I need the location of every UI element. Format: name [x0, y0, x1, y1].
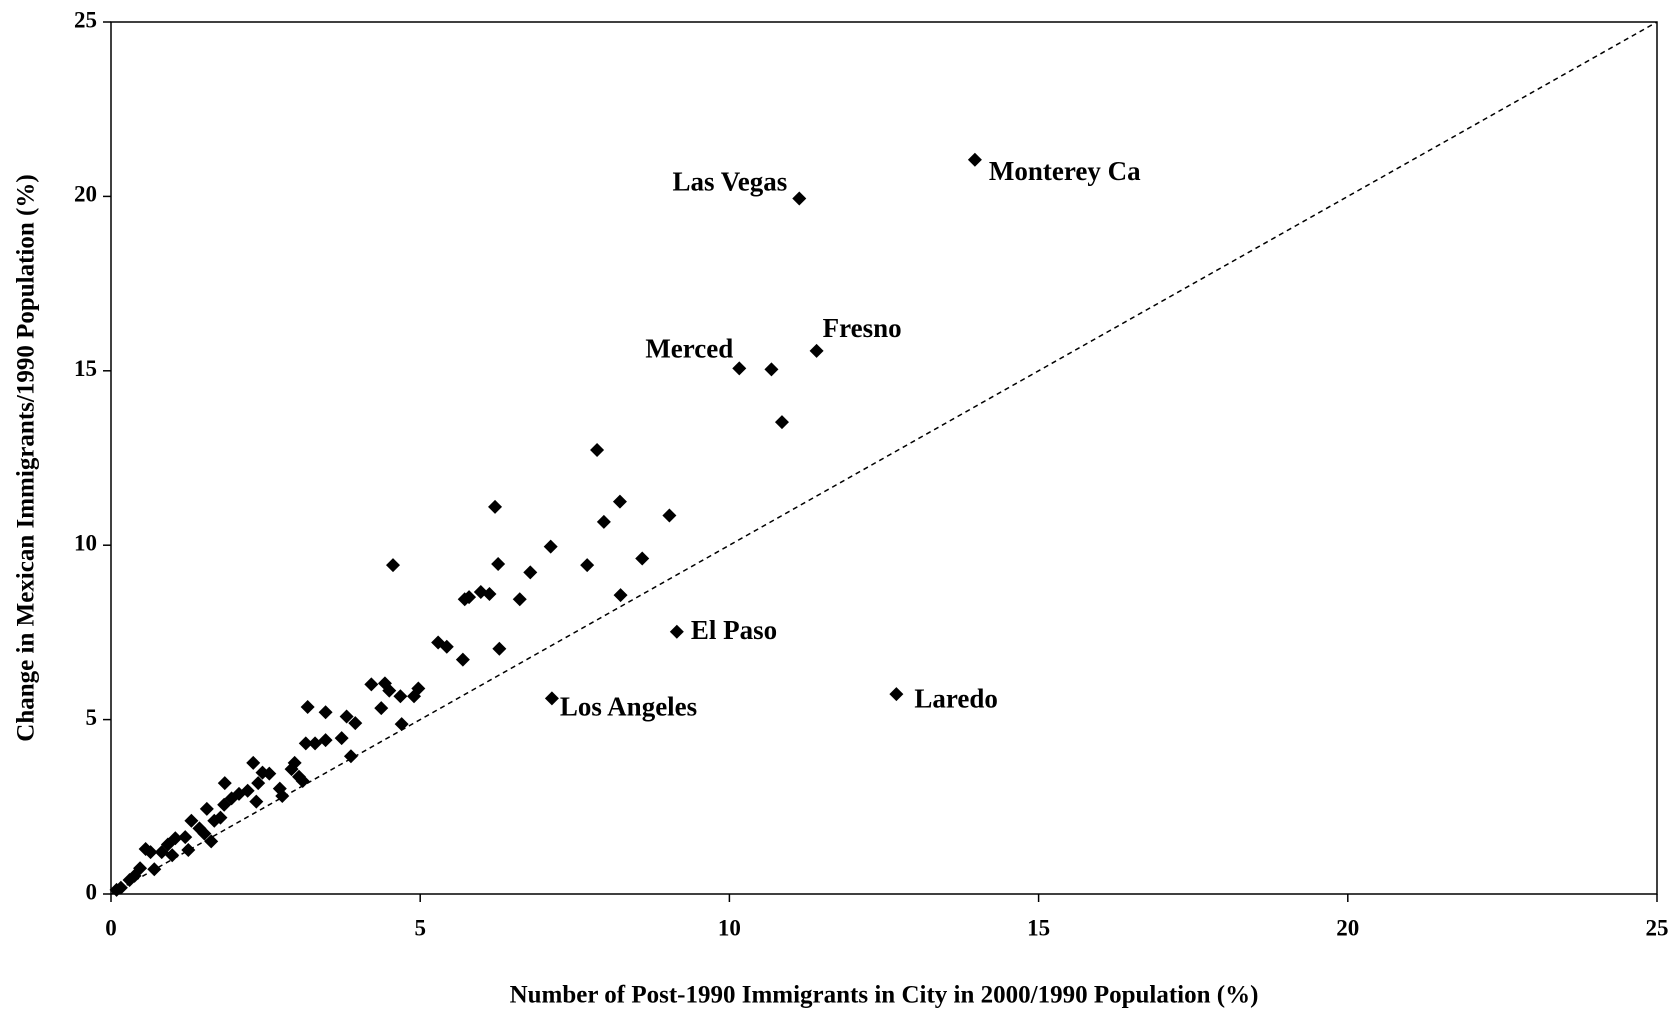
point: [348, 716, 363, 731]
x-tick-label: 15: [1027, 915, 1050, 940]
point: [482, 587, 497, 602]
point: [295, 773, 310, 788]
point: [967, 152, 982, 167]
point: [393, 689, 408, 704]
y-tick-label: 20: [74, 182, 97, 207]
point: [217, 797, 232, 812]
point: [613, 588, 628, 603]
point: [339, 709, 354, 724]
point: [249, 794, 264, 809]
point: [455, 652, 470, 667]
point-label: Monterey Ca: [989, 156, 1141, 186]
point-label: Laredo: [914, 683, 998, 713]
point: [596, 514, 611, 529]
point: [543, 539, 558, 554]
x-tick-label: 5: [414, 915, 426, 940]
y-tick-label: 5: [86, 705, 98, 730]
point: [669, 624, 684, 639]
point: [774, 415, 789, 430]
point-label: El Paso: [691, 615, 777, 645]
x-axis-title: Number of Post-1990 Immigrants in City i…: [510, 982, 1259, 1009]
point: [275, 788, 290, 803]
point: [492, 641, 507, 656]
x-tick-label: 10: [718, 915, 741, 940]
point: [318, 705, 333, 720]
point: [792, 191, 807, 206]
point-label: Fresno: [823, 313, 902, 343]
point: [334, 731, 349, 746]
point: [491, 557, 506, 572]
point: [512, 592, 527, 607]
y-tick-label: 25: [74, 7, 97, 32]
point: [184, 813, 199, 828]
point: [127, 868, 142, 883]
y-tick-label: 0: [86, 879, 98, 904]
point-label: Las Vegas: [672, 167, 787, 197]
point: [590, 442, 605, 457]
point: [251, 776, 266, 791]
point: [364, 677, 379, 692]
point: [385, 558, 400, 573]
point: [154, 845, 169, 860]
point: [580, 558, 595, 573]
point: [394, 717, 409, 732]
point: [889, 687, 904, 702]
point: [809, 343, 824, 358]
y-tick-label: 15: [74, 356, 97, 381]
point: [178, 830, 193, 845]
x-tick-label: 0: [105, 915, 117, 940]
point: [284, 762, 299, 777]
point: [635, 551, 650, 566]
point: [439, 639, 454, 654]
point: [764, 362, 779, 377]
point: [204, 834, 219, 849]
reference-line: [110, 21, 1658, 895]
point: [318, 733, 333, 748]
point: [181, 843, 196, 858]
x-tick-label: 25: [1646, 915, 1669, 940]
y-axis-title: Change in Mexican Immigrants/1990 Popula…: [13, 174, 40, 741]
point: [662, 508, 677, 523]
point: [488, 499, 503, 514]
point: [262, 766, 277, 781]
point: [138, 842, 153, 857]
point: [300, 700, 315, 715]
point: [612, 494, 627, 509]
point: [407, 689, 422, 704]
point: [462, 590, 477, 605]
point: [544, 691, 559, 706]
point: [382, 683, 397, 698]
point: [213, 810, 228, 825]
point: [298, 736, 313, 751]
point: [165, 848, 180, 863]
x-tick-label: 20: [1336, 915, 1359, 940]
point: [199, 801, 214, 816]
plot-frame: [110, 21, 1658, 895]
point: [308, 736, 323, 751]
y-tick-label: 10: [74, 530, 97, 555]
point: [217, 776, 232, 791]
point: [523, 565, 538, 580]
point: [374, 701, 389, 716]
point: [246, 755, 261, 770]
point: [343, 749, 358, 764]
point: [147, 862, 162, 877]
point: [197, 826, 212, 841]
point-label: Merced: [645, 334, 733, 364]
point: [732, 361, 747, 376]
point-label: Los Angeles: [560, 692, 697, 722]
point: [109, 882, 124, 897]
